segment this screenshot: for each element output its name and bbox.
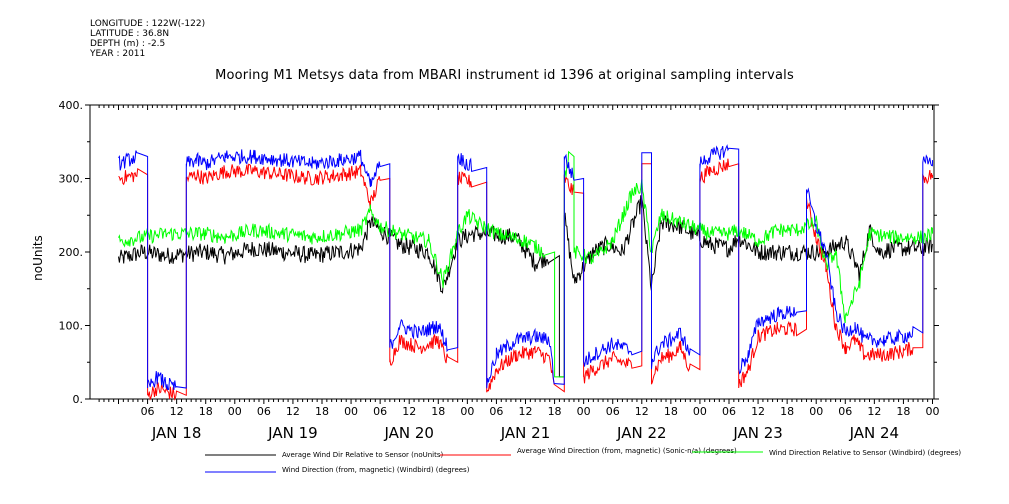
longitude-text: LONGITUDE : 122W(-122) [90,19,206,29]
x-hour-label: 06 [373,405,387,418]
legend-label-3: Wind Direction Relative to Sensor (Windb… [769,449,961,457]
chart-title: Mooring M1 Metsys data from MBARI instru… [215,68,794,83]
x-hour-label: 06 [722,405,736,418]
x-hour-label: 06 [606,405,620,418]
series-line-4 [118,144,933,391]
x-hour-label: 00 [926,405,940,418]
legend-label-1: Average Wind Dir Relative to Sensor (noU… [282,451,443,459]
x-hour-label: 00 [460,405,474,418]
legend-label-4: Wind Direction (from, magnetic) (Windbir… [282,466,470,474]
x-hour-label: 06 [838,405,852,418]
x-hour-label: 12 [286,405,300,418]
depth-text: DEPTH (m) : -2.5 [90,39,166,49]
x-hour-label: 00 [577,405,591,418]
series-line-1 [118,195,933,378]
x-hour-label: 18 [315,405,329,418]
x-day-label: JAN 20 [383,424,434,442]
latitude-text: LATITUDE : 36.8N [90,29,170,39]
x-day-label: JAN 24 [849,424,900,442]
x-hour-label: 18 [548,405,562,418]
metadata-block: LONGITUDE : 122W(-122) LATITUDE : 36.8N … [90,19,205,59]
x-hour-label: 00 [344,405,358,418]
x-hour-label: 00 [228,405,242,418]
x-hour-label: 06 [489,405,503,418]
x-day-label: JAN 19 [267,424,318,442]
y-tick-label: 0. [73,393,84,406]
x-hour-label: 12 [867,405,881,418]
x-hour-label: 18 [780,405,794,418]
x-hour-label: 06 [257,405,271,418]
y-tick-label: 400. [59,99,84,112]
x-hour-label: 12 [519,405,533,418]
x-hour-label: 06 [141,405,155,418]
x-day-label: JAN 23 [732,424,783,442]
x-hour-label: 18 [664,405,678,418]
series-line-3 [118,150,933,378]
x-day-label: JAN 22 [616,424,667,442]
y-tick-label: 300. [59,173,84,186]
x-hour-label: 18 [199,405,213,418]
x-hour-label: 00 [809,405,823,418]
x-hour-label: 00 [693,405,707,418]
year-text: YEAR : 2011 [90,49,146,59]
x-hour-label: 18 [896,405,910,418]
x-hour-label: 12 [751,405,765,418]
x-day-label: JAN 18 [151,424,202,442]
x-hour-label: 12 [402,405,416,418]
series-line-2 [118,158,933,401]
y-tick-label: 200. [59,246,84,259]
y-tick-label: 100. [59,320,84,333]
x-hour-label: 12 [635,405,649,418]
x-hour-label: 12 [170,405,184,418]
x-day-label: JAN 21 [500,424,551,442]
legend-label-2: Average Wind Direction (from, magnetic) … [517,447,737,455]
x-hour-label: 18 [431,405,445,418]
